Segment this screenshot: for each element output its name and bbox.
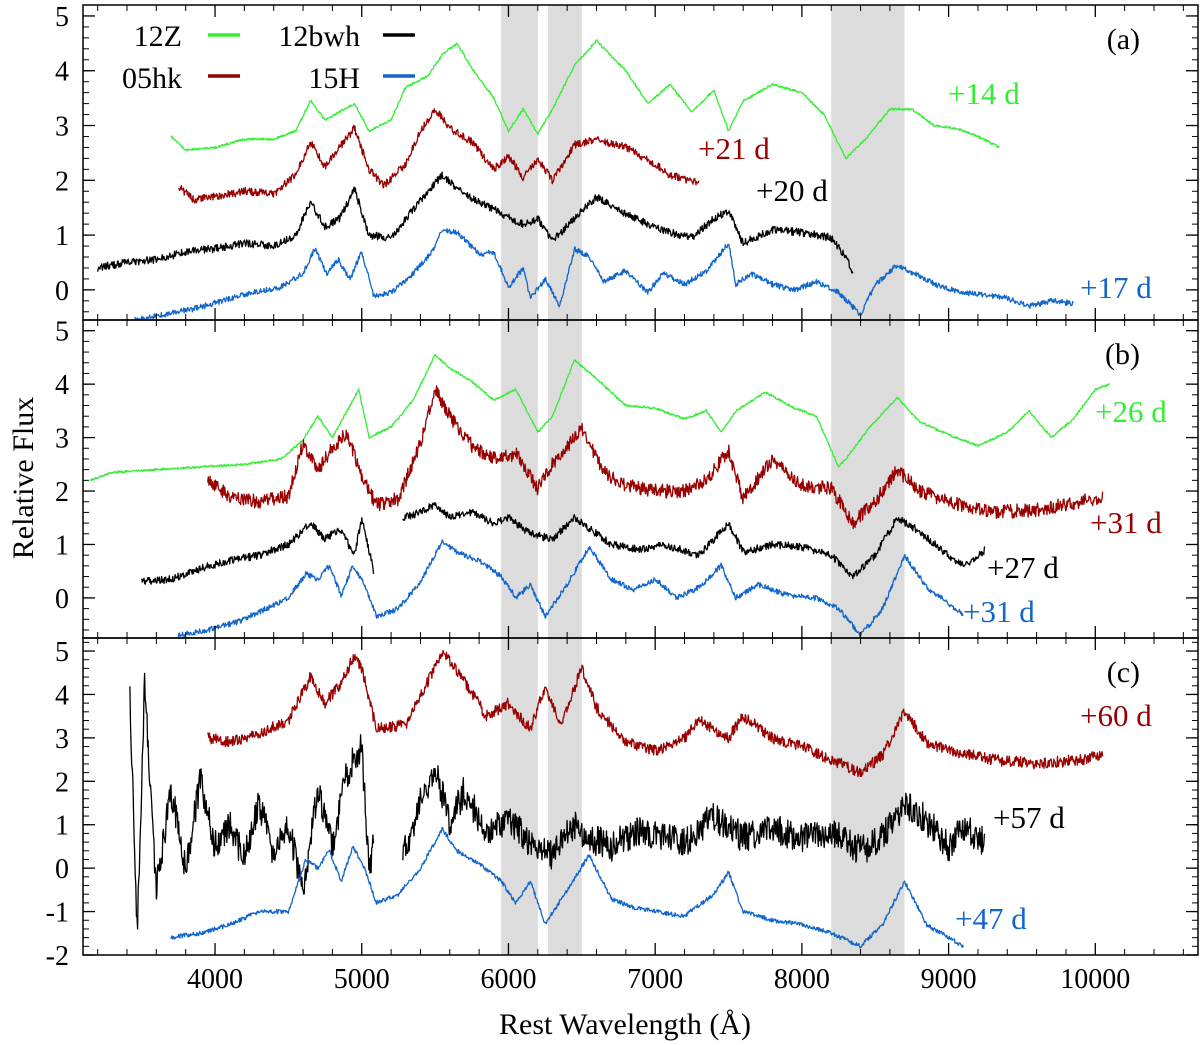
series-line-15H — [170, 826, 964, 949]
x-axis-label: Rest Wavelength (Å) — [499, 1008, 751, 1041]
epoch-annotation: +14 d — [948, 76, 1020, 111]
y-tick-label: 2 — [55, 767, 69, 798]
y-tick-label: -2 — [46, 941, 69, 972]
x-tick-label: 10000 — [1060, 964, 1130, 995]
series-line-12bwh — [97, 171, 854, 274]
epoch-annotation: +27 d — [987, 550, 1059, 585]
y-tick-label: 3 — [55, 424, 69, 455]
panel-label: (c) — [1107, 656, 1140, 689]
y-axis-label: Relative Flux — [7, 397, 40, 559]
series-line-15H — [133, 228, 1074, 320]
y-tick-label: 1 — [55, 221, 69, 252]
y-tick-label: 5 — [55, 317, 69, 348]
y-tick-label: 5 — [55, 2, 69, 33]
series-line-15H — [177, 539, 964, 638]
epoch-annotation: +47 d — [955, 901, 1027, 936]
panel-frame — [82, 319, 1199, 639]
epoch-annotation: +20 d — [756, 173, 828, 208]
panel-frame — [82, 637, 1199, 956]
epoch-annotation: +57 d — [993, 800, 1065, 835]
panel-frame — [82, 4, 1199, 321]
x-tick-label: 8000 — [774, 964, 830, 995]
series-line-12bwh — [129, 672, 986, 930]
y-tick-label: 2 — [55, 477, 69, 508]
y-tick-label: 0 — [55, 854, 69, 885]
x-tick-label: 6000 — [480, 964, 536, 995]
x-tick-label: 7000 — [627, 964, 683, 995]
legend-label: 05hk — [122, 62, 182, 95]
series-line-12bwh — [141, 502, 986, 585]
axes: 0 1 2 3 4 5 0 1 2 3 4 5 -2 -1 0 1 2 3 4 5 4000 5000 6000 7000 80… — [46, 2, 1199, 995]
panel-label: (b) — [1105, 338, 1140, 371]
epoch-annotation: +60 d — [1080, 698, 1152, 733]
y-tick-label: 3 — [55, 724, 69, 755]
legend: 12Z 12bwh 05hk 15H — [122, 20, 415, 95]
x-tick-label: 5000 — [334, 964, 390, 995]
y-tick-label: 1 — [55, 811, 69, 842]
epoch-annotation: +26 d — [1095, 394, 1167, 429]
y-tick-label: 5 — [55, 637, 69, 668]
series-line-05hk — [177, 108, 700, 204]
y-tick-label: -1 — [46, 898, 69, 929]
y-tick-label: 0 — [55, 584, 69, 615]
x-tick-label: 9000 — [921, 964, 977, 995]
y-tick-label: 3 — [55, 112, 69, 143]
epoch-annotation: +31 d — [963, 594, 1035, 629]
series-line-05hk — [207, 385, 1104, 530]
series-line-12Z — [89, 354, 1110, 482]
epoch-annotation: +17 d — [1080, 270, 1152, 305]
spectra-series — [89, 39, 1110, 949]
y-tick-label: 2 — [55, 166, 69, 197]
y-tick-label: 4 — [55, 370, 69, 401]
y-tick-label: 4 — [55, 57, 69, 88]
legend-label: 12Z — [134, 20, 182, 53]
x-tick-label: 4000 — [187, 964, 243, 995]
annotations: (a) +14 d +21 d +20 d +17 d (b) +26 d +31 d +27 … — [698, 23, 1167, 936]
legend-label: 12bwh — [278, 20, 360, 53]
y-tick-label: 0 — [55, 276, 69, 307]
epoch-annotation: +31 d — [1090, 505, 1162, 540]
series-line-12Z — [170, 39, 1000, 160]
y-tick-label: 4 — [55, 680, 69, 711]
panel-label: (a) — [1107, 23, 1140, 56]
shaded-band — [548, 5, 582, 955]
series-line-05hk — [207, 649, 1104, 778]
epoch-annotation: +21 d — [698, 131, 770, 166]
y-tick-label: 1 — [55, 530, 69, 561]
legend-label: 15H — [308, 62, 360, 95]
